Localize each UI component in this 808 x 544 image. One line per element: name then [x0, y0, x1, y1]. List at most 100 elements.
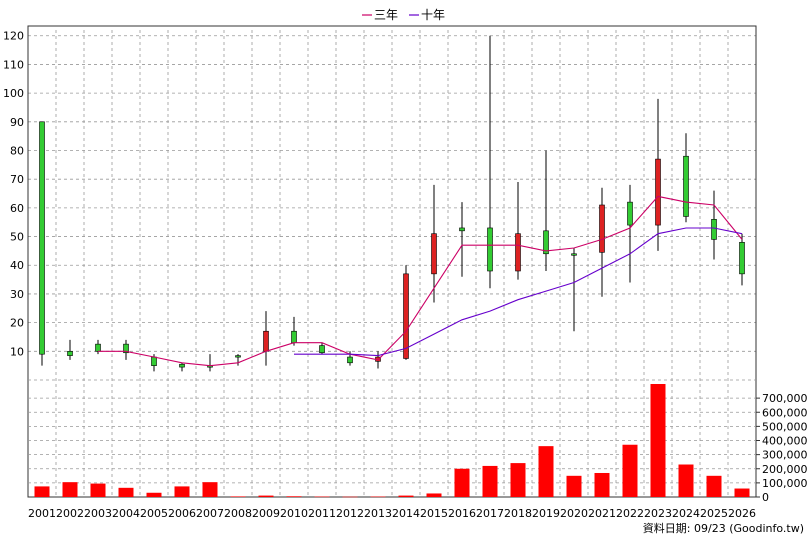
x-axis: 2001 2002 2003 2004 2005 2006 2007 2008 2009 2010… [28, 507, 756, 520]
candle-2015 [431, 184, 437, 303]
candle-body [599, 204, 605, 253]
volume-bar-2005 [146, 492, 162, 497]
candle-2010 [291, 316, 297, 346]
candle-body [487, 227, 493, 272]
volume-tick-label: 400,000 [762, 435, 808, 448]
x-tick-label: 2026 [728, 507, 756, 520]
candle-body [711, 219, 717, 240]
candle-2004 [123, 339, 129, 360]
x-tick-label: 2012 [336, 507, 364, 520]
volume-bar-2022 [622, 444, 638, 497]
volume-bar-2021 [594, 472, 610, 497]
price-tick-label: 80 [10, 144, 24, 157]
volume-bar-2003 [90, 483, 106, 497]
volume-bar-2017 [482, 465, 498, 497]
x-tick-label: 2001 [28, 507, 56, 520]
x-tick-label: 2006 [168, 507, 196, 520]
price-tick-label: 110 [3, 58, 24, 71]
plot-frame [27, 25, 757, 498]
candle-body [39, 121, 45, 355]
price-tick-label: 10 [10, 345, 24, 358]
series-line-3yr [98, 195, 743, 367]
volume-bar-2016 [454, 468, 470, 497]
x-tick-label: 2024 [672, 507, 700, 520]
volume-bar-2012 [342, 496, 358, 498]
candle-body [179, 363, 185, 368]
price-tick-label: 100 [3, 87, 24, 100]
candle-body [543, 230, 549, 255]
x-tick-label: 2021 [588, 507, 616, 520]
candle-2009 [263, 311, 269, 366]
candle-body [347, 356, 353, 364]
volume-bar-2026 [734, 488, 750, 497]
price-tick-label: 70 [10, 173, 24, 186]
x-tick-label: 2008 [224, 507, 252, 520]
candle-2023 [655, 98, 661, 251]
volume-bar-2018 [510, 463, 526, 497]
x-tick-label: 2013 [364, 507, 392, 520]
candle-2008 [235, 354, 241, 366]
candle-2022 [627, 184, 633, 283]
candle-body [683, 155, 689, 217]
x-tick-label: 2025 [700, 507, 728, 520]
x-tick-label: 2018 [504, 507, 532, 520]
candle-2001 [39, 121, 45, 366]
volume-bar-2019 [538, 446, 554, 497]
x-tick-label: 2004 [112, 507, 140, 520]
candle-body [263, 330, 269, 352]
candle-body [739, 241, 745, 275]
candle-2003 [95, 339, 101, 355]
candle-body [123, 343, 129, 354]
volume-tick-label: 0 [762, 491, 769, 504]
price-tick-label: 60 [10, 202, 24, 215]
x-tick-label: 2010 [280, 507, 308, 520]
x-tick-label: 2020 [560, 507, 588, 520]
candle-2025 [711, 190, 717, 260]
volume-bar-2020 [566, 475, 582, 497]
candle-body [571, 253, 577, 256]
candle-body [515, 233, 521, 272]
x-tick-label: 2005 [140, 507, 168, 520]
candle-body [67, 351, 73, 356]
candle-2016 [459, 202, 465, 277]
candle-2017 [487, 35, 493, 289]
volume-tick-label: 600,000 [762, 406, 808, 419]
x-tick-label: 2017 [476, 507, 504, 520]
candle-2018 [515, 182, 521, 280]
volume-bar-2004 [118, 487, 134, 497]
candle-body [319, 345, 325, 354]
volume-tick-label: 300,000 [762, 449, 808, 462]
price-tick-label: 120 [3, 30, 24, 43]
x-tick-label: 2016 [448, 507, 476, 520]
x-tick-label: 2015 [420, 507, 448, 520]
volume-bar-2010 [286, 496, 302, 497]
volume-tick-label: 100,000 [762, 477, 808, 490]
candle-2019 [543, 150, 549, 271]
x-tick-label: 2022 [616, 507, 644, 520]
source-note: 資料日期: 09/23 (Goodinfo.tw) [643, 521, 804, 535]
candle-body [95, 343, 101, 352]
candle-body [291, 330, 297, 344]
candle-body [235, 355, 241, 358]
candle-2026 [739, 233, 745, 286]
volume-bar-2007 [202, 482, 218, 497]
volume-bar-2024 [678, 464, 694, 497]
legend-label-10yr: 十年 [421, 8, 445, 22]
volume-bar-2023 [650, 384, 666, 497]
volume-bar-2001 [34, 486, 50, 497]
volume-tick-label: 200,000 [762, 463, 808, 476]
candle-body [459, 227, 465, 232]
candle-body [627, 201, 633, 226]
candle-2021 [599, 187, 605, 297]
price-panel: 10 20 30 40 50 60 70 80 90 100 110 120 [3, 25, 757, 498]
price-tick-label: 90 [10, 116, 24, 129]
volume-bar-2015 [426, 493, 442, 497]
legend-label-3yr: 三年 [374, 8, 398, 22]
candle-body [151, 356, 157, 366]
volume-bar-2025 [706, 475, 722, 497]
x-tick-label: 2019 [532, 507, 560, 520]
x-tick-label: 2003 [84, 507, 112, 520]
